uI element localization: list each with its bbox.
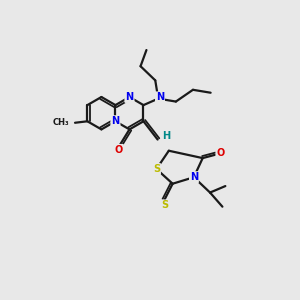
Text: N: N — [156, 92, 164, 102]
Text: N: N — [190, 172, 198, 182]
Text: O: O — [115, 145, 123, 155]
Text: CH₃: CH₃ — [53, 118, 70, 127]
Text: N: N — [111, 116, 119, 126]
Text: N: N — [111, 116, 119, 126]
Text: N: N — [156, 92, 164, 102]
Text: H: H — [162, 131, 170, 141]
Text: S: S — [153, 164, 160, 174]
Text: O: O — [216, 148, 224, 158]
Text: N: N — [125, 92, 134, 102]
Text: N: N — [190, 172, 198, 182]
Text: S: S — [153, 164, 160, 174]
Text: S: S — [161, 200, 168, 210]
Text: H: H — [162, 131, 170, 141]
Text: N: N — [125, 92, 134, 102]
